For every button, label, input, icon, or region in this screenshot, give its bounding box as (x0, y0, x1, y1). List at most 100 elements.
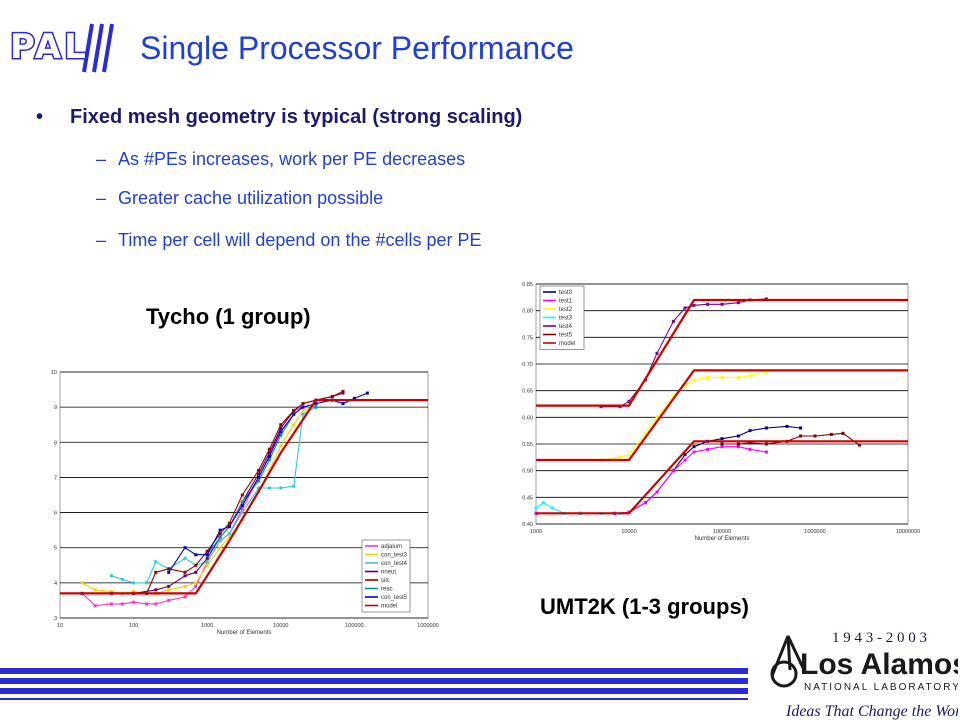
data-point (301, 402, 305, 406)
data-point (154, 602, 158, 606)
data-point (183, 595, 187, 599)
y-tick-label: 8 (54, 440, 57, 446)
x-tick-label: 10 (57, 623, 63, 629)
y-tick-label: 0.65 (522, 389, 533, 395)
data-point (267, 454, 271, 458)
data-point (257, 486, 261, 490)
legend-label: con_test5 (381, 595, 408, 601)
x-tick-label: 10000 (273, 623, 288, 629)
series-line (60, 398, 428, 595)
data-point (218, 528, 222, 532)
sub-bullet-marker: – (96, 230, 107, 250)
data-point (692, 378, 696, 382)
sub-bullet-text: As #PEs increases, work per PE decreases (118, 149, 466, 169)
y-tick-label: 6 (54, 511, 57, 517)
data-point (683, 453, 687, 457)
legend-label: model (381, 604, 397, 610)
y-tick-label: 0.70 (522, 362, 533, 368)
umt2k-caption: UMT2K (1-3 groups) (540, 594, 749, 619)
data-point (330, 395, 334, 399)
data-point (748, 441, 752, 445)
data-point (227, 532, 231, 536)
data-point (154, 570, 158, 574)
data-point (120, 577, 124, 581)
data-point (301, 409, 305, 413)
data-point (257, 479, 261, 483)
data-point (279, 444, 283, 448)
series-line (133, 390, 344, 594)
legend-label: test3 (559, 316, 573, 322)
data-point (167, 588, 171, 592)
sub-bullet-text: Greater cache utilization possible (118, 188, 384, 208)
data-point (736, 445, 740, 449)
data-point (671, 394, 675, 398)
legend-label: test2 (559, 307, 573, 313)
data-point (736, 442, 740, 446)
sub-bullet-marker: – (96, 149, 107, 169)
data-point (643, 501, 647, 505)
data-point (167, 598, 171, 602)
data-point (218, 535, 222, 539)
legend-label: reac (381, 587, 393, 593)
lanl-tagline: Ideas That Change the World (785, 703, 958, 720)
lanl-subname: NATIONAL LABORATORY (804, 682, 958, 693)
data-point (183, 584, 187, 588)
y-tick-label: 10 (51, 370, 57, 376)
footer-stripe (0, 688, 748, 694)
data-point (683, 306, 687, 310)
data-point (627, 453, 631, 457)
data-point (194, 570, 198, 574)
data-point (799, 426, 803, 430)
data-point (764, 442, 768, 446)
data-point (227, 535, 231, 539)
data-point (240, 511, 244, 515)
data-point (279, 486, 283, 490)
data-point (93, 588, 97, 592)
data-point (240, 500, 244, 504)
data-point (736, 375, 740, 379)
sub-bullet-marker: – (96, 188, 107, 208)
x-axis-label: Number of Elements (217, 630, 272, 636)
data-point (267, 486, 271, 490)
data-point (785, 424, 789, 428)
plot-area (535, 283, 909, 525)
legend-label: con_test4 (381, 561, 408, 567)
data-point (706, 375, 710, 379)
data-point (240, 507, 244, 511)
data-point (618, 455, 622, 459)
tycho-caption: Tycho (1 group) (146, 304, 311, 329)
data-point (301, 412, 305, 416)
data-point (240, 504, 244, 508)
x-tick-label: 1000000 (417, 623, 438, 629)
data-point (720, 302, 724, 306)
data-point (671, 469, 675, 473)
data-point (720, 375, 724, 379)
data-point (655, 490, 659, 494)
data-point (720, 445, 724, 449)
data-point (167, 570, 171, 574)
data-point (692, 450, 696, 454)
data-point (132, 581, 136, 585)
data-point (550, 506, 554, 510)
y-tick-label: 0.80 (522, 309, 533, 315)
data-point (683, 458, 687, 462)
data-point (205, 560, 209, 564)
footer-stripe (0, 678, 748, 684)
legend-label: test4 (559, 324, 573, 330)
data-point (218, 546, 222, 550)
data-point (748, 374, 752, 378)
data-point (534, 506, 538, 510)
x-tick-label: 1000000 (804, 529, 825, 535)
data-point (194, 581, 198, 585)
data-point (218, 532, 222, 536)
data-point (292, 412, 296, 416)
data-point (279, 433, 283, 437)
lanl-years: 1 9 4 3 - 2 0 0 3 (832, 630, 927, 646)
legend-label: silc (381, 578, 390, 584)
data-point (145, 581, 149, 585)
legend-box (361, 539, 411, 613)
series-line (536, 298, 908, 407)
data-point (267, 451, 271, 455)
y-tick-label: 5 (54, 546, 57, 552)
data-point (279, 423, 283, 427)
